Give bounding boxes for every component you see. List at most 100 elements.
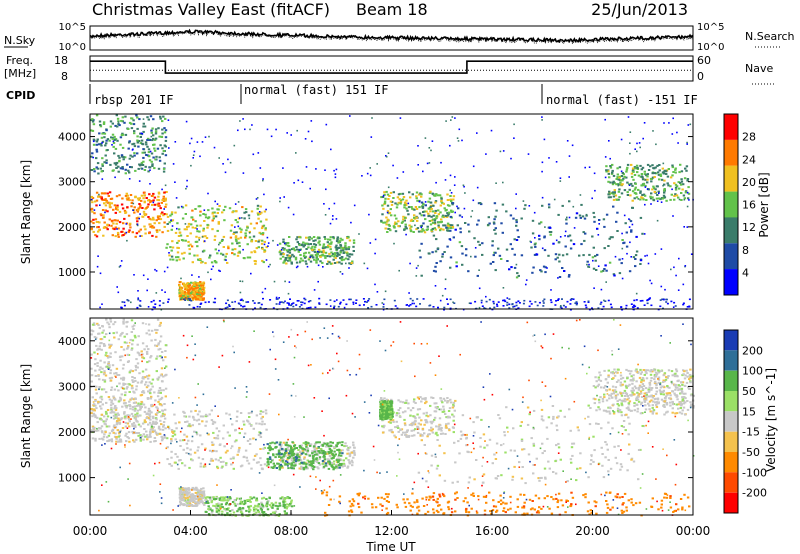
power-point [383, 193, 386, 196]
velocity-point [161, 438, 164, 440]
velocity-point [93, 403, 96, 406]
power-point [244, 236, 247, 239]
power-point [298, 243, 301, 245]
power-point [130, 205, 133, 208]
velocity-point [249, 438, 252, 441]
velocity-point [395, 412, 399, 415]
velocity-point [466, 450, 469, 453]
power-point [319, 260, 322, 263]
velocity-point [300, 466, 303, 469]
velocity-point [191, 499, 195, 502]
power-point [115, 114, 118, 117]
velocity-point [513, 465, 516, 468]
velocity-point [160, 367, 164, 370]
power-point [132, 202, 135, 205]
velocity-point [657, 402, 660, 405]
power-point [304, 242, 307, 245]
velocity-point [205, 420, 208, 423]
power-point [293, 182, 295, 184]
velocity-point [389, 419, 392, 422]
velocity-point [421, 434, 424, 437]
velocity-point [626, 398, 629, 401]
power-point [178, 228, 181, 231]
power-point [517, 300, 520, 302]
velocity-point [332, 463, 336, 466]
power-point [415, 195, 418, 198]
velocity-point [345, 445, 348, 447]
power-point [287, 302, 290, 305]
velocity-point [569, 458, 573, 461]
velocity-point [107, 361, 110, 364]
velocity-point [279, 447, 282, 450]
power-point [184, 213, 187, 215]
power-point [595, 269, 598, 271]
power-point [524, 204, 527, 207]
velocity-point [104, 423, 107, 426]
velocity-point [187, 499, 190, 502]
power-point [411, 299, 414, 302]
power-point [440, 197, 443, 200]
power-point [181, 298, 184, 301]
power-point [382, 306, 385, 308]
power-point [139, 142, 142, 145]
velocity-point [315, 450, 318, 453]
power-point [394, 221, 397, 224]
power-point [193, 254, 196, 257]
power-point [180, 292, 183, 294]
power-point [278, 251, 281, 254]
power-point [113, 228, 116, 231]
power-point [170, 211, 174, 214]
power-point [671, 133, 674, 135]
power-point [607, 180, 610, 183]
velocity-point [228, 413, 231, 416]
velocity-point [391, 419, 395, 422]
power-point [686, 306, 689, 308]
velocity-point [188, 466, 191, 469]
power-point [197, 258, 201, 261]
power-point [202, 281, 205, 284]
power-point [540, 221, 543, 224]
power-point [100, 144, 103, 147]
power-point [386, 204, 390, 207]
power-point [645, 174, 648, 177]
power-point [340, 257, 343, 260]
velocity-point [446, 397, 449, 399]
power-point [344, 242, 347, 245]
power-point [95, 148, 98, 151]
power-point [340, 259, 344, 262]
velocity-point [665, 392, 668, 395]
power-point [137, 230, 141, 233]
power-point [668, 122, 670, 124]
power-point [487, 223, 490, 226]
velocity-point [122, 348, 126, 351]
power-point [625, 170, 628, 173]
power-point [288, 248, 291, 251]
power-point [294, 258, 298, 261]
velocity-point [447, 410, 451, 412]
velocity-point [403, 422, 407, 425]
velocity-point [106, 415, 110, 418]
velocity-point [125, 405, 128, 408]
power-point [686, 178, 690, 180]
power-point [235, 231, 238, 234]
power-point [633, 188, 637, 191]
power-point [460, 245, 464, 248]
power-point [581, 215, 585, 218]
velocity-point [319, 449, 322, 452]
velocity-point [101, 367, 104, 370]
power-point [591, 307, 593, 309]
velocity-point [390, 428, 393, 431]
power-point [329, 245, 332, 248]
power-point [164, 154, 168, 157]
power-point [328, 255, 332, 258]
velocity-point [413, 398, 416, 401]
power-point [190, 164, 192, 167]
power-point [655, 172, 658, 175]
power-point [533, 243, 537, 246]
velocity-point [97, 374, 100, 377]
power-point [147, 278, 149, 280]
velocity-point [626, 469, 629, 472]
power-point [140, 139, 144, 142]
power-point [118, 266, 121, 268]
power-point [439, 229, 442, 232]
